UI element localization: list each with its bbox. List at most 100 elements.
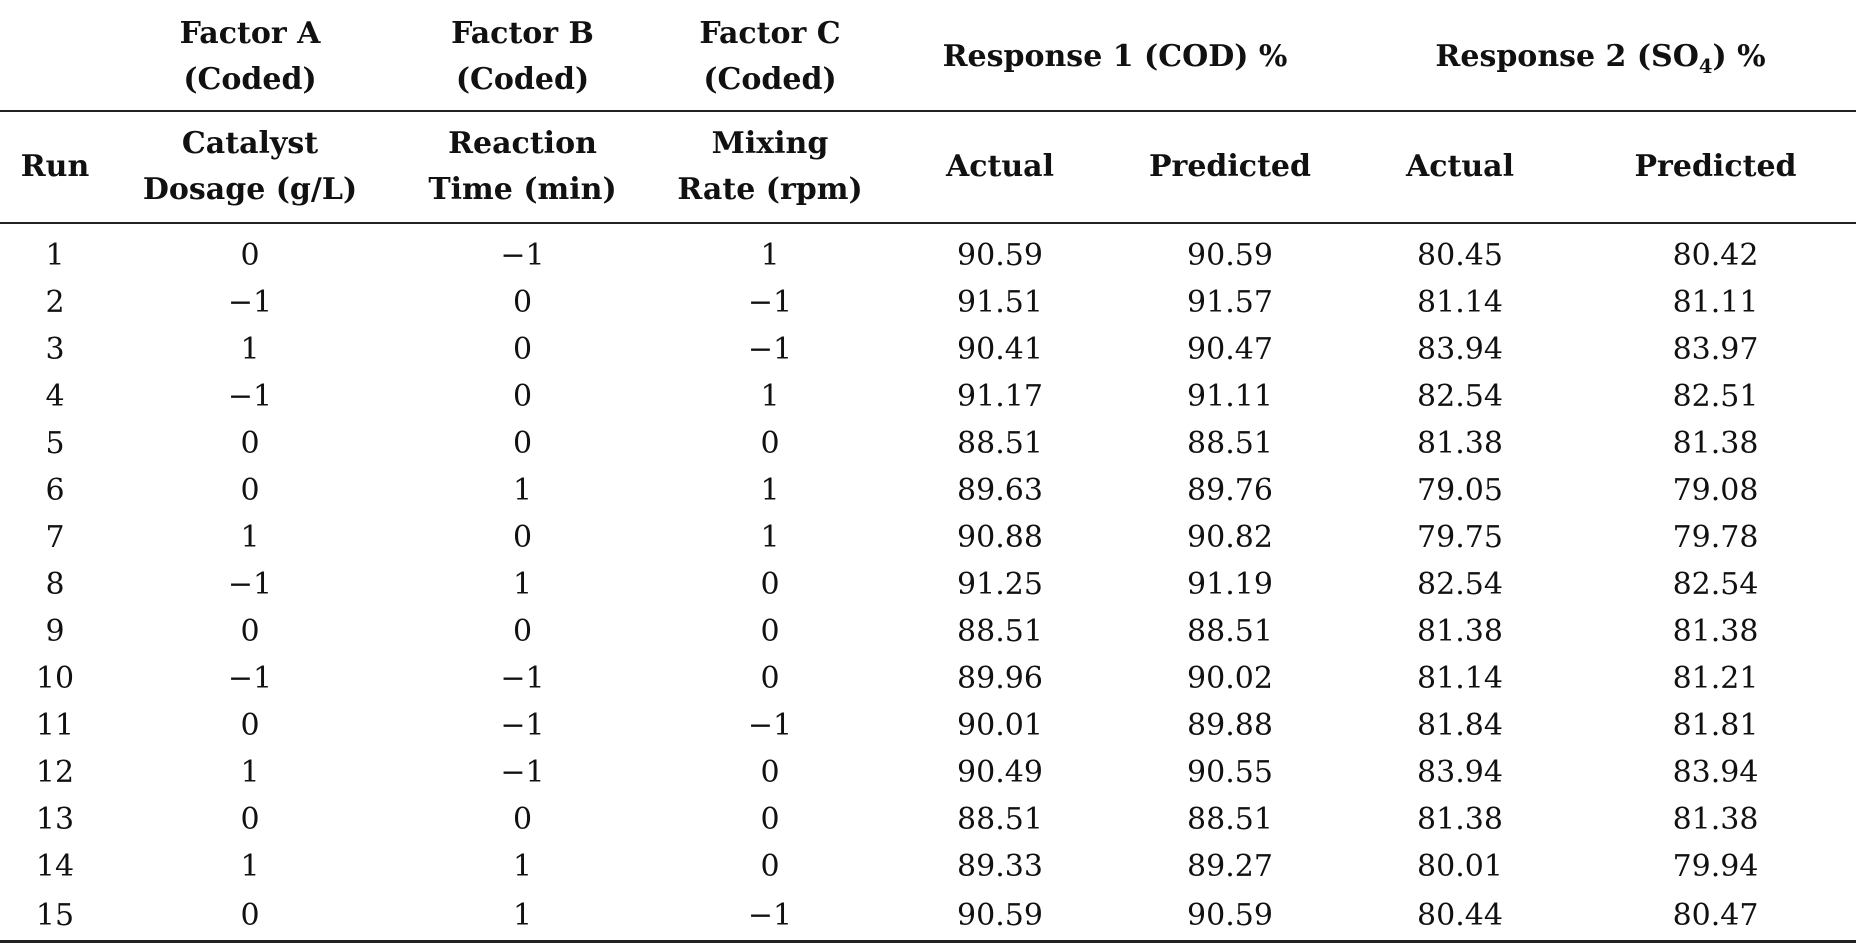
so4-predicted-cell: 81.38 <box>1672 614 1759 649</box>
so4-actual-cell: 81.38 <box>1417 802 1503 837</box>
table-row: 4 −1 0 1 91.17 91.11 82.54 82.51 <box>0 373 1856 420</box>
so4-predicted-cell: 81.38 <box>1672 426 1759 461</box>
r1-actual-header: Actual <box>885 110 1115 224</box>
run-cell: 10 <box>35 661 75 696</box>
cod-actual-cell: 91.51 <box>957 285 1043 320</box>
table-body: 1 0 −1 1 90.59 90.59 80.45 80.42 2 −1 0 −1 91.51 91.5… <box>0 223 1856 943</box>
catalyst-dosage-cell: 0 <box>110 890 390 943</box>
catalyst-dosage-cell: 1 <box>240 332 260 367</box>
table-row: 14 1 1 0 89.33 89.27 80.01 79.94 <box>0 843 1856 890</box>
cod-predicted-cell: 88.51 <box>1187 802 1273 837</box>
run-cell: 11 <box>35 708 75 743</box>
mixing-rate-cell: 0 <box>760 849 780 884</box>
run-cell: 5 <box>45 426 65 461</box>
mixing-rate-cell: 1 <box>760 520 780 555</box>
cod-actual-cell: 88.51 <box>957 802 1043 837</box>
cod-predicted-cell: 89.88 <box>1187 708 1273 743</box>
cod-actual-cell: 88.51 <box>957 614 1043 649</box>
so4-actual-cell: 81.84 <box>1417 708 1503 743</box>
reaction-time-cell: 0 <box>512 802 533 837</box>
table-row: 5 0 0 0 88.51 88.51 81.38 81.38 <box>0 420 1856 467</box>
cod-actual-cell: 90.01 <box>957 708 1043 743</box>
reaction-time-cell: 0 <box>512 520 533 555</box>
so4-predicted-cell: 81.11 <box>1672 285 1759 320</box>
mixing-rate-cell: 0 <box>760 755 780 790</box>
run-cell: 6 <box>45 473 65 508</box>
so4-actual-cell: 82.54 <box>1417 379 1503 414</box>
cod-predicted-cell: 90.59 <box>1187 238 1273 273</box>
cod-predicted-cell: 90.82 <box>1187 520 1273 555</box>
factor-c-header: Factor C (Coded) <box>655 0 885 111</box>
reaction-time-cell: −1 <box>500 661 545 696</box>
so4-actual-cell: 79.05 <box>1417 473 1503 508</box>
cod-predicted-cell: 90.02 <box>1187 661 1273 696</box>
mixing-rate-cell: 1 <box>760 379 780 414</box>
cod-predicted-cell: 89.76 <box>1187 473 1273 508</box>
mixing-rate-cell: 0 <box>760 802 780 837</box>
reaction-time-cell: 1 <box>512 567 533 602</box>
so4-actual-cell: 81.38 <box>1417 426 1503 461</box>
run-cell: 2 <box>45 285 65 320</box>
so4-predicted-cell: 82.51 <box>1672 379 1759 414</box>
mixing-rate-cell: 1 <box>760 473 780 508</box>
catalyst-dosage-cell: −1 <box>227 379 273 414</box>
reaction-time-cell: 0 <box>512 426 533 461</box>
r2-actual-header: Actual <box>1345 110 1575 224</box>
mixing-rate-cell: −1 <box>747 708 793 743</box>
cod-actual-cell: 90.41 <box>957 332 1043 367</box>
reaction-time-cell: −1 <box>500 238 545 273</box>
so4-predicted-cell: 79.78 <box>1672 520 1759 555</box>
so4-actual-cell: 82.54 <box>1417 567 1503 602</box>
factor-c-header-line1: Factor C <box>699 16 841 51</box>
so4-predicted-cell: 82.54 <box>1672 567 1759 602</box>
response2-header: Response 2 (SO4) % <box>1345 0 1856 111</box>
run-cell: 3 <box>45 332 65 367</box>
so4-predicted-cell: 81.81 <box>1672 708 1759 743</box>
cod-actual-cell: 89.33 <box>957 849 1043 884</box>
so4-actual-cell: 83.94 <box>1417 332 1503 367</box>
so4-actual-cell: 81.38 <box>1417 614 1503 649</box>
factor-c-header-line2: (Coded) <box>703 62 837 97</box>
reaction-time-header-line1: Reaction <box>448 126 597 161</box>
reaction-time-cell: 0 <box>512 614 533 649</box>
reaction-time-cell: 0 <box>512 332 533 367</box>
run-cell: 8 <box>45 567 65 602</box>
cod-predicted-cell: 88.51 <box>1187 614 1273 649</box>
cod-actual-cell: 89.96 <box>957 661 1043 696</box>
mixing-rate-cell: −1 <box>747 285 793 320</box>
cod-actual-cell: 90.49 <box>957 755 1043 790</box>
response2-header-subscript: 4 <box>1698 55 1713 78</box>
cod-actual-cell: 89.63 <box>957 473 1043 508</box>
run-cell: 9 <box>45 614 65 649</box>
catalyst-dosage-cell: 0 <box>240 473 260 508</box>
run-cell: 15 <box>0 890 110 943</box>
so4-predicted-cell: 80.47 <box>1575 890 1856 943</box>
so4-actual-cell: 79.75 <box>1417 520 1503 555</box>
catalyst-dosage-cell: −1 <box>227 567 273 602</box>
mixing-rate-cell: 0 <box>760 426 780 461</box>
catalyst-dosage-header: Catalyst Dosage (g/L) <box>110 110 390 224</box>
mixing-rate-cell: 0 <box>760 614 780 649</box>
r2-predicted-header: Predicted <box>1575 110 1856 224</box>
response2-header-suffix: ) % <box>1712 39 1766 74</box>
cod-actual-cell: 90.59 <box>885 890 1115 943</box>
response2-header-prefix: Response 2 (SO <box>1435 39 1699 74</box>
mixing-rate-cell: 1 <box>760 238 780 273</box>
so4-predicted-cell: 80.42 <box>1672 238 1759 273</box>
reaction-time-cell: 1 <box>390 890 655 943</box>
cod-predicted-cell: 90.55 <box>1187 755 1273 790</box>
reaction-time-cell: 1 <box>512 849 533 884</box>
so4-actual-cell: 83.94 <box>1417 755 1503 790</box>
table-row: 10 −1 −1 0 89.96 90.02 81.14 81.21 <box>0 655 1856 702</box>
mixing-rate-cell: −1 <box>655 890 885 943</box>
cod-predicted-cell: 88.51 <box>1187 426 1273 461</box>
catalyst-dosage-cell: −1 <box>227 661 273 696</box>
run-header: Run <box>0 110 110 224</box>
catalyst-dosage-cell: 0 <box>240 802 260 837</box>
factor-b-header-line1: Factor B <box>451 16 594 51</box>
response1-header: Response 1 (COD) % <box>942 39 1288 74</box>
table-row: 15 0 1 −1 90.59 90.59 80.44 80.47 <box>0 890 1856 943</box>
reaction-time-cell: 0 <box>512 379 533 414</box>
table-row: 1 0 −1 1 90.59 90.59 80.45 80.42 <box>0 223 1856 279</box>
